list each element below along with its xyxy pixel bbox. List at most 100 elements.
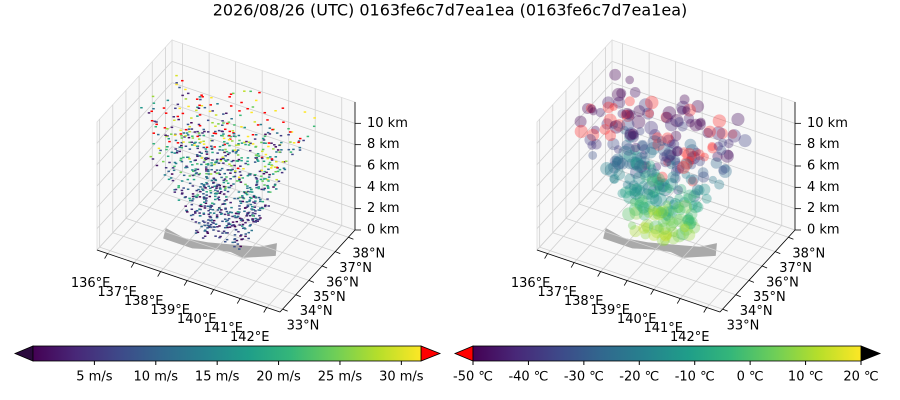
wind-point <box>252 201 255 203</box>
wind-point <box>164 112 168 114</box>
wind-point <box>202 197 206 199</box>
wind-point <box>250 229 253 232</box>
wind-point <box>193 131 197 133</box>
wind-point <box>196 135 199 138</box>
temp-point <box>613 96 626 109</box>
temp-point <box>642 181 657 196</box>
wind-point <box>220 130 224 132</box>
wind-point <box>230 225 234 227</box>
wind-point <box>230 117 233 120</box>
wind-point <box>229 169 233 172</box>
wind-point <box>251 143 255 145</box>
wind-point <box>239 245 242 248</box>
x-axis <box>536 249 721 313</box>
grid-line <box>592 189 776 252</box>
wind-point <box>198 142 202 144</box>
grid-line <box>96 125 173 208</box>
wind-point <box>202 140 205 143</box>
temp-point <box>707 141 717 151</box>
wind-point <box>257 187 261 190</box>
wind-point <box>267 205 271 207</box>
wind-point <box>210 147 214 150</box>
wind-point <box>149 155 153 158</box>
temp-point <box>689 118 703 132</box>
wind-point <box>176 115 180 118</box>
tick-mark <box>104 253 108 259</box>
temp-point <box>621 107 633 120</box>
wind-point <box>232 92 235 95</box>
wind-point <box>216 184 219 186</box>
wind-point <box>270 159 274 161</box>
wind-point <box>196 155 199 158</box>
wind-point <box>233 171 237 174</box>
temp-point <box>643 189 656 201</box>
temp-point <box>656 171 668 183</box>
temp-point <box>624 158 636 170</box>
wind-point <box>277 180 281 182</box>
temp-point <box>688 190 701 203</box>
temp-point <box>613 168 626 181</box>
wind-point <box>233 234 237 236</box>
tick-mark <box>570 262 575 268</box>
wind-point <box>191 195 195 198</box>
wind-point <box>269 156 272 158</box>
wind-point <box>257 155 261 157</box>
temp-point <box>712 151 723 162</box>
wind-point <box>203 235 207 238</box>
wind-point <box>263 187 266 190</box>
wind-point <box>248 214 252 217</box>
temp-point <box>629 225 642 238</box>
colorbar-tick-label: -40 ℃ <box>508 370 548 385</box>
wind-point <box>206 169 210 171</box>
wind-point <box>155 164 159 167</box>
wind-point <box>247 237 250 240</box>
wind-point <box>204 229 207 231</box>
wind-point <box>212 177 216 180</box>
wind-point <box>275 160 278 163</box>
wind-point <box>166 99 170 102</box>
wind-point <box>181 112 185 115</box>
temp-point <box>707 143 718 154</box>
wind-point <box>165 148 168 151</box>
temp-point <box>609 120 624 134</box>
wind-point <box>253 138 257 140</box>
wind-point <box>246 163 250 166</box>
wind-point <box>224 232 228 234</box>
temp-point <box>660 230 672 242</box>
wind-point <box>298 149 302 151</box>
temp-point <box>643 207 654 218</box>
tick-mark <box>735 294 741 298</box>
wind-point <box>221 135 225 137</box>
wind-point <box>252 209 256 211</box>
wind-point <box>224 159 227 162</box>
temp-point <box>714 179 725 190</box>
wind-point <box>226 159 230 161</box>
wind-point <box>213 146 216 148</box>
temp-point <box>654 182 667 195</box>
temp-point <box>716 145 727 156</box>
temp-point <box>604 163 619 177</box>
temp-point <box>690 188 701 199</box>
wind-point <box>221 156 225 159</box>
temp-point <box>665 149 677 161</box>
land <box>163 228 277 258</box>
wind-point <box>224 208 227 210</box>
wind-point <box>180 144 183 147</box>
wind-point <box>262 172 266 175</box>
wind-point <box>212 219 216 222</box>
temp-point <box>628 202 643 216</box>
temp-point <box>588 151 598 160</box>
wind-point <box>204 198 208 200</box>
temp-point <box>645 95 659 110</box>
temp-point <box>684 212 694 221</box>
wind-point <box>248 191 252 193</box>
wind-point <box>258 170 262 173</box>
wind-point <box>266 198 269 200</box>
wind-point <box>292 142 296 144</box>
temp-point <box>644 120 658 135</box>
wind-point <box>196 168 200 171</box>
wind-point <box>244 143 247 146</box>
wind-point <box>229 172 232 174</box>
wind-point <box>182 174 186 177</box>
wind-point <box>274 110 277 112</box>
